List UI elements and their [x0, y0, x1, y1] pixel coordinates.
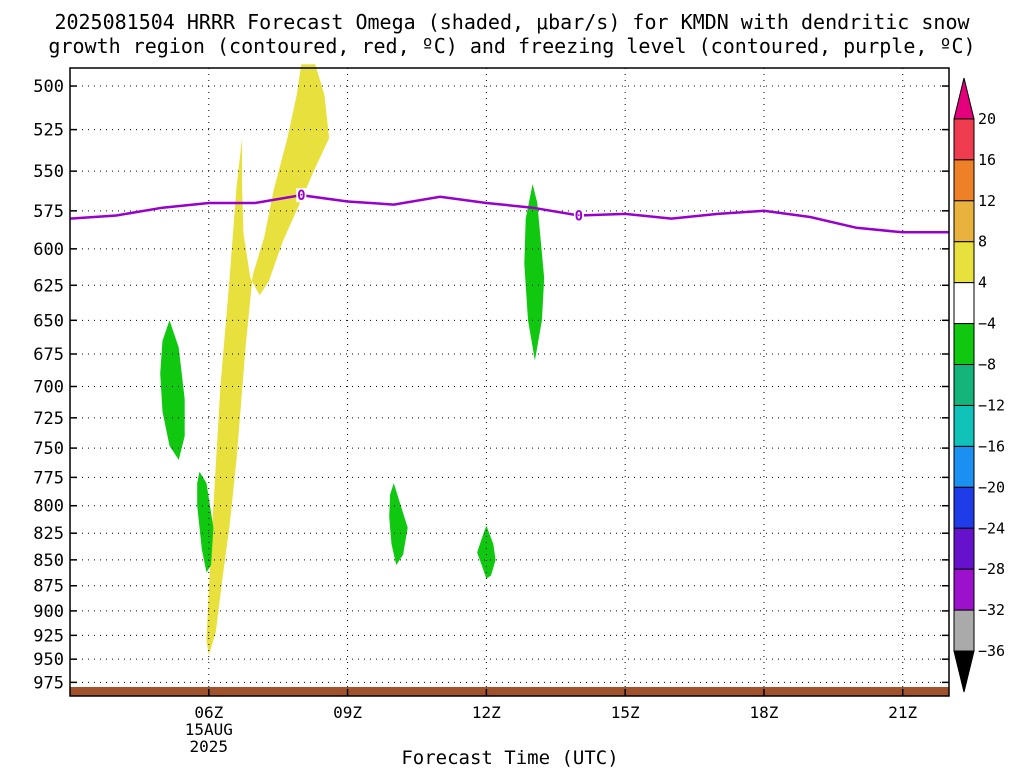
colorbar-tick-label-13: −36: [978, 642, 1005, 660]
omega-region-3: [524, 184, 545, 361]
y-tick-label-825: 825: [33, 524, 64, 544]
x-tick-label-18Z: 18Z: [749, 703, 778, 722]
omega-region-2: [197, 471, 214, 573]
colorbar-tick-label-8: −16: [978, 437, 1005, 455]
colorbar-tick-label-12: −32: [978, 601, 1005, 619]
omega-shaded-regions: [160, 64, 545, 656]
plot-frame: [69, 67, 950, 697]
x-tick-label-06Z: 06Z: [194, 703, 223, 722]
y-tick-label-725: 725: [33, 409, 64, 429]
colorbar-swatch-2: [953, 159, 975, 202]
colorbar-swatch-12: [953, 568, 975, 611]
colorbar-swatch-8: [953, 404, 975, 447]
colorbar-swatch-7: [953, 364, 975, 406]
x-tick-label-09Z: 09Z: [333, 703, 362, 722]
colorbar-swatch-4: [953, 241, 975, 284]
y-tick-label-525: 525: [33, 121, 64, 141]
colorbar-arrow-bottom: [953, 650, 975, 693]
y-tick-label-975: 975: [33, 673, 64, 693]
y-tick-label-700: 700: [33, 377, 64, 397]
colorbar-tick-label-1: 16: [978, 151, 996, 169]
colorbar-swatch-9: [953, 445, 975, 488]
freezing-level-label-bg-0: [296, 188, 307, 203]
surface-ground-band: [70, 687, 949, 696]
y-tick-label-900: 900: [33, 602, 64, 622]
freezing-level-label-bg-1: [573, 208, 584, 223]
chart-title-line2: growth region (contoured, red, ºC) and f…: [48, 34, 975, 58]
y-tick-label-675: 675: [33, 345, 64, 365]
colorbar-tick-label-2: 12: [978, 192, 996, 210]
y-axis-ticks: 500 525 550 575 600 625 650 675 700 725 750 775 800 8…: [33, 77, 949, 693]
omega-region-1: [160, 320, 185, 460]
colorbar-tick-label-0: 20: [978, 110, 996, 128]
freezing-level-contour: 00: [69, 188, 949, 234]
colorbar-tick-label-11: −28: [978, 560, 1005, 578]
y-tick-label-950: 950: [33, 650, 64, 670]
omega-region-5: [477, 525, 496, 579]
colorbar-tick-label-10: −24: [978, 519, 1005, 537]
colorbar-tick-label-4: 4: [978, 274, 987, 292]
y-tick-label-575: 575: [33, 202, 64, 222]
grid-lines: [70, 68, 949, 696]
omega-region-0: [206, 64, 330, 656]
x-tick-year-06Z: 2025: [190, 737, 229, 756]
freezing-level-line: [69, 193, 949, 234]
colorbar-tick-label-5: −4: [978, 315, 996, 333]
colorbar-swatch-6: [953, 323, 975, 366]
y-tick-label-775: 775: [33, 468, 64, 488]
colorbar: 20 16 12 8 4 −4 −8 −12 −16 −20 −24 −28 −32 −36: [953, 77, 1005, 693]
y-tick-label-600: 600: [33, 240, 64, 260]
y-tick-label-625: 625: [33, 276, 64, 296]
plot-background: [70, 68, 949, 696]
x-tick-label-21Z: 21Z: [888, 703, 917, 722]
colorbar-tick-label-6: −8: [978, 356, 996, 374]
y-tick-label-500: 500: [33, 77, 64, 97]
x-axis-label: Forecast Time (UTC): [401, 747, 618, 768]
y-tick-label-875: 875: [33, 577, 64, 597]
colorbar-swatch-13: [953, 609, 975, 652]
colorbar-tick-label-7: −12: [978, 396, 1005, 414]
y-tick-label-800: 800: [33, 497, 64, 517]
x-tick-label-15Z: 15Z: [611, 703, 640, 722]
colorbar-swatch-10: [953, 486, 975, 529]
chart-title-line1: 2025081504 HRRR Forecast Omega (shaded, …: [54, 10, 970, 34]
colorbar-tick-label-9: −20: [978, 478, 1005, 496]
omega-region-4: [389, 483, 408, 566]
plot-area: 00: [69, 64, 950, 697]
colorbar-swatch-11: [953, 527, 975, 570]
colorbar-swatch-1: [953, 118, 975, 161]
y-tick-label-550: 550: [33, 162, 64, 182]
y-tick-label-750: 750: [33, 439, 64, 459]
y-tick-label-925: 925: [33, 626, 64, 646]
y-tick-label-850: 850: [33, 551, 64, 571]
colorbar-swatch-5: [953, 282, 975, 325]
x-tick-label-12Z: 12Z: [472, 703, 501, 722]
x-tick-date-06Z: 15AUG: [185, 720, 233, 739]
colorbar-swatch-3: [953, 200, 975, 243]
colorbar-arrow-top: [953, 77, 975, 120]
freezing-level-label-0: 0: [297, 188, 305, 204]
freezing-level-label-1: 0: [575, 208, 583, 224]
y-tick-label-650: 650: [33, 311, 64, 331]
colorbar-tick-label-3: 8: [978, 233, 987, 251]
